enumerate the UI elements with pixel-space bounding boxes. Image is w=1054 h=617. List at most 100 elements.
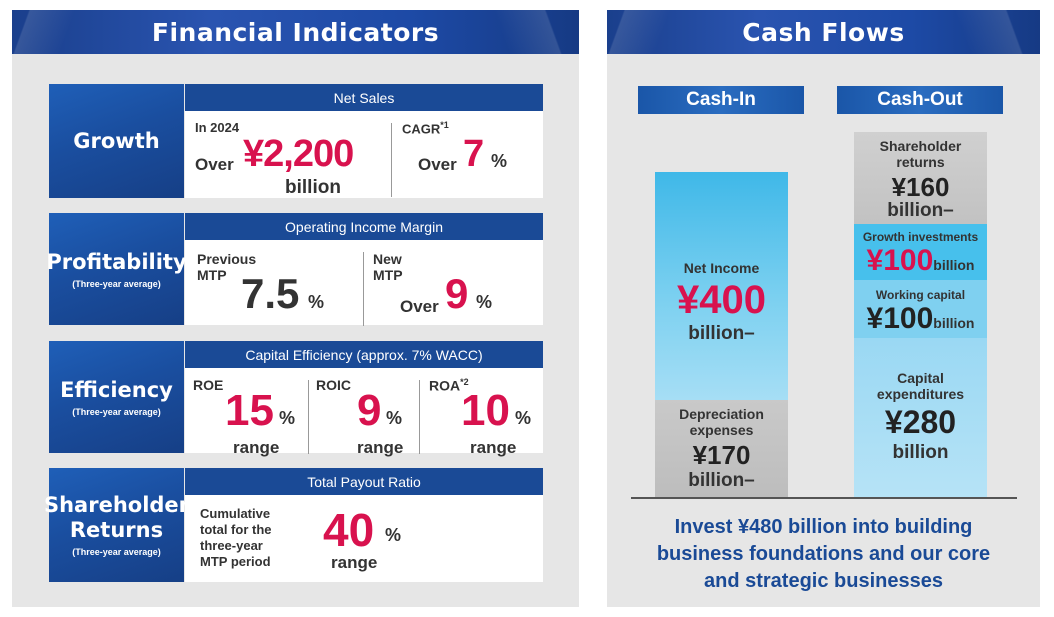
cash-out-header: Cash-Out — [837, 86, 1003, 114]
cash-flows-panel: Cash Flows Cash-In Cash-Out Net Income ¥… — [607, 10, 1040, 607]
net-sales-unit: billion — [285, 177, 341, 198]
working-capital-amount: ¥100billion — [854, 302, 987, 336]
growth-label-box: Growth — [49, 84, 184, 198]
growth-investments-bar: Growth investments ¥100billion — [854, 224, 987, 280]
net-income-unit: billion– — [688, 323, 755, 344]
capex-unit: billion — [892, 442, 949, 463]
cagr-footnote: *1 — [440, 120, 449, 130]
previous-pct: % — [308, 292, 325, 312]
desc-line4: MTP period — [200, 554, 271, 569]
new-line: New — [373, 251, 402, 267]
sh-returns-label: Shareholder returns — [854, 138, 987, 170]
growth-investments-value: ¥100 — [866, 244, 934, 277]
baseline — [631, 497, 1017, 499]
net-income-value: ¥400 — [677, 278, 766, 322]
sh-line2: returns — [896, 154, 945, 170]
working-capital-bar: Working capital ¥100billion — [854, 280, 987, 338]
growth-label: Growth — [73, 128, 160, 153]
year-label: In 2024 — [195, 120, 240, 135]
payout-range: range — [331, 553, 378, 572]
shareholder-returns-row: Shareholder Returns (Three-year average)… — [44, 468, 543, 582]
depreciation-line2: expenses — [689, 422, 754, 438]
roic-label: ROIC — [316, 377, 351, 393]
cumulative-description: Cumulative total for the three-year MTP … — [200, 506, 272, 570]
profitability-label: Profitability — [46, 249, 187, 274]
financial-indicators-banner: Financial Indicators — [12, 10, 579, 54]
capex-value: ¥280 — [884, 404, 957, 440]
growth-investments-label: Growth investments — [862, 230, 979, 244]
cagr-pct: % — [491, 151, 508, 171]
sh-returns-value: ¥160 — [891, 172, 950, 202]
profitability-label-box: Profitability (Three-year average) — [46, 213, 187, 325]
shareholder-sub: (Three-year average) — [72, 547, 161, 557]
shareholder-label-line2: Returns — [69, 518, 164, 542]
investment-message: Invest ¥480 billion into building busine… — [607, 514, 1040, 595]
capex-label: Capital expenditures — [854, 370, 987, 402]
previous-mtp-value: 7.5 — [241, 270, 300, 317]
new-over-label: Over — [400, 297, 439, 316]
roa-value: 10 — [461, 386, 510, 435]
new-mtp-line: MTP — [373, 267, 403, 283]
payout-pct: % — [385, 525, 402, 545]
roe-pct: % — [279, 408, 296, 428]
net-sales-value: ¥2,200 — [243, 133, 354, 175]
cash-flows-banner: Cash Flows — [607, 10, 1040, 54]
roic-range: range — [357, 438, 404, 457]
cagr-text: CAGR — [402, 121, 441, 137]
roe-value: 15 — [225, 386, 274, 435]
roe-range: range — [233, 438, 280, 457]
roe-label: ROE — [193, 377, 224, 393]
depreciation-value: ¥170 — [692, 440, 751, 470]
shareholder-label-box: Shareholder Returns (Three-year average) — [44, 468, 189, 582]
roe-divider — [308, 380, 309, 454]
new-mtp-label: New MTP — [373, 251, 403, 283]
capex-bar: Capital expenditures ¥280 billion — [854, 338, 987, 497]
invest-line1: Invest ¥480 billion into building — [674, 516, 973, 538]
financial-indicators-title: Financial Indicators — [151, 17, 440, 47]
net-income-bar: Net Income ¥400 billion– — [655, 172, 788, 400]
invest-line3: and strategic businesses — [704, 570, 943, 592]
new-pct: % — [476, 292, 493, 312]
shareholder-label-line1: Shareholder — [43, 493, 190, 517]
mtp-line: MTP — [197, 267, 227, 283]
capex-line1: Capital — [897, 370, 944, 386]
efficiency-row: Efficiency (Three-year average) Capital … — [49, 341, 543, 457]
roa-range: range — [470, 438, 517, 457]
total-payout-header: Total Payout Ratio — [185, 468, 543, 495]
previous-line: Previous — [197, 251, 257, 267]
roic-value: 9 — [357, 386, 382, 435]
sh-line1: Shareholder — [879, 138, 962, 154]
growth-divider — [391, 123, 392, 197]
depreciation-bar: Depreciation expenses ¥170 billion– — [655, 400, 788, 497]
cagr-over-label: Over — [418, 155, 457, 174]
efficiency-label-box: Efficiency (Three-year average) — [49, 341, 184, 453]
roa-text: ROA — [429, 377, 461, 394]
working-capital-label: Working capital — [875, 288, 966, 302]
growth-investments-amount: ¥100billion — [854, 244, 987, 278]
capital-efficiency-header: Capital Efficiency (approx. 7% WACC) — [185, 341, 543, 368]
financial-indicators-panel: Financial Indicators Growth Net Sales In… — [12, 10, 579, 607]
growth-investments-unit: billion — [933, 257, 975, 273]
profitability-body: Previous MTP 7.5 % New MTP Over 9 % — [185, 240, 543, 326]
roic-divider — [419, 380, 420, 454]
profitability-row: Profitability (Three-year average) Opera… — [46, 213, 543, 326]
efficiency-body: ROE 15 % range ROIC 9 % range ROA*2 10 %… — [185, 368, 543, 457]
working-capital-value: ¥100 — [866, 302, 934, 335]
payout-value: 40 — [323, 504, 375, 556]
capex-line2: expenditures — [876, 386, 965, 402]
depreciation-unit: billion– — [688, 470, 755, 491]
net-sales-header: Net Sales — [185, 84, 543, 111]
growth-body: In 2024 Over ¥2,200 billion CAGR*1 Over … — [185, 111, 543, 198]
invest-line2: business foundations and our core — [656, 543, 991, 565]
roa-pct: % — [515, 408, 532, 428]
working-capital-unit: billion — [933, 315, 975, 331]
desc-line2: total for the — [200, 522, 272, 537]
over-label: Over — [195, 155, 234, 174]
profitability-divider — [363, 252, 364, 326]
shareholder-body: Cumulative total for the three-year MTP … — [185, 495, 543, 582]
depreciation-line1: Depreciation — [679, 406, 764, 422]
desc-line1: Cumulative — [200, 506, 271, 521]
efficiency-sub: (Three-year average) — [72, 406, 161, 417]
depreciation-label: Depreciation expenses — [655, 406, 788, 438]
previous-mtp-label: Previous MTP — [197, 251, 256, 283]
